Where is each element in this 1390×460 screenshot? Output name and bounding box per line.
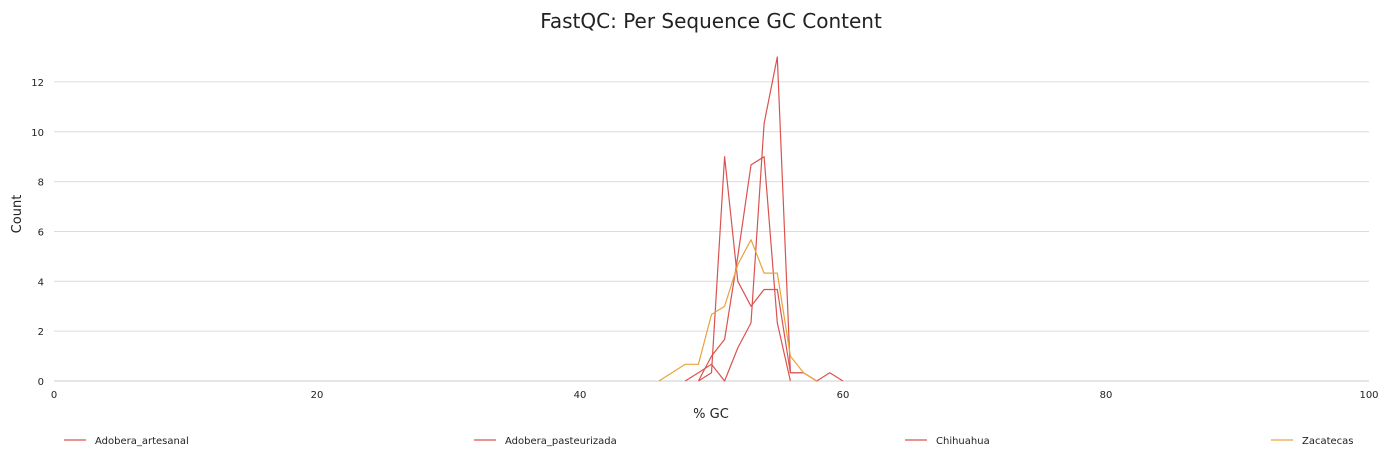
x-tick-label: 100 bbox=[1359, 390, 1378, 401]
series-line-adobera-artesanal bbox=[698, 156, 804, 382]
y-tick-label: 10 bbox=[31, 128, 44, 139]
grid-lines bbox=[54, 81, 1369, 382]
chart-title: FastQC: Per Sequence GC Content bbox=[540, 9, 882, 33]
y-tick-label: 4 bbox=[38, 277, 44, 288]
legend-label: Zacatecas bbox=[1302, 436, 1354, 447]
x-axis-label: % GC bbox=[693, 407, 729, 422]
y-tick-label: 6 bbox=[38, 227, 44, 238]
y-tick-label: 8 bbox=[38, 178, 44, 189]
x-tick-label: 40 bbox=[574, 390, 587, 401]
y-tick-label: 2 bbox=[38, 327, 44, 338]
legend-label: Adobera_pasteurizada bbox=[505, 436, 617, 447]
series-line-chihuahua bbox=[697, 156, 791, 382]
y-tick-label: 12 bbox=[31, 78, 44, 89]
y-axis-label: Count bbox=[10, 195, 25, 234]
series-line-zacatecas bbox=[658, 239, 818, 382]
legend-label: Chihuahua bbox=[936, 436, 990, 447]
x-tick-label: 20 bbox=[311, 390, 324, 401]
x-tick-label: 0 bbox=[51, 390, 57, 401]
series-line-adobera-pasteurizada bbox=[684, 56, 844, 382]
x-tick-label: 80 bbox=[1100, 390, 1113, 401]
series-lines bbox=[658, 56, 844, 382]
legend: Adobera_artesanal Adobera_pasteurizada Chi… bbox=[64, 436, 1354, 447]
x-tick-label: 60 bbox=[837, 390, 850, 401]
legend-label: Adobera_artesanal bbox=[95, 436, 189, 447]
axes: 0 2 4 6 8 10 12 0 20 40 60 80 100 bbox=[31, 78, 1378, 401]
y-tick-label: 0 bbox=[38, 377, 44, 388]
